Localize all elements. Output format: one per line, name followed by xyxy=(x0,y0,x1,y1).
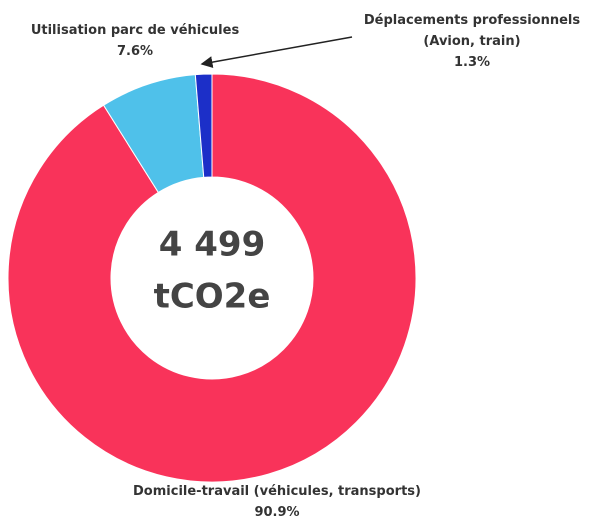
slice xyxy=(7,73,417,483)
slice xyxy=(194,73,213,178)
category-label: Domicile-travail (véhicules, transports) xyxy=(133,484,421,499)
label: Domicile-travail (véhicules, transports)… xyxy=(60,481,494,523)
value-label: 7.6% xyxy=(116,44,154,59)
label: Déplacements professionnels (Avion, trai… xyxy=(356,10,588,73)
category-label: Utilisation parc de véhicules xyxy=(30,23,240,38)
center-label: tCO2e xyxy=(154,277,271,317)
arrow xyxy=(200,36,353,69)
label: Utilisation parc de véhicules 7.6% xyxy=(2,20,268,62)
center-label: 4 499 xyxy=(159,225,265,265)
category-label: Déplacements professionnels (Avion, trai… xyxy=(363,13,581,49)
value-label: 1.3% xyxy=(453,55,491,70)
value-label: 90.9% xyxy=(254,505,300,520)
